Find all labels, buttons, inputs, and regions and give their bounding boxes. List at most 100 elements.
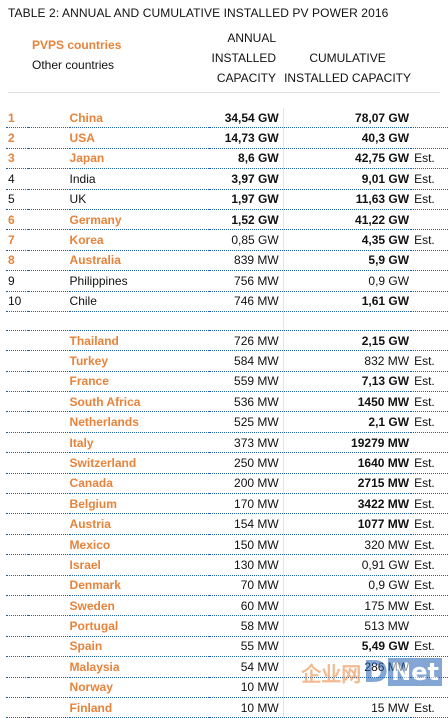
spacer-cell [69, 311, 209, 331]
cumulative-capacity-cell: 11,63 GW [283, 189, 412, 210]
gap-cell [27, 350, 70, 372]
annual-capacity-cell: 130 MW [208, 554, 284, 576]
table-row: Switzerland 250 MW 1640 MW Est. [6, 452, 448, 474]
estimate-flag-cell: Est. [411, 411, 448, 433]
estimate-flag-cell: Est. [411, 229, 448, 251]
annual-capacity-cell: 200 MW [208, 473, 284, 495]
table-row: Finland 10 MW 15 MW Est. [6, 697, 448, 718]
cumulative-capacity-cell: 19279 MW [283, 432, 412, 454]
cumulative-capacity-cell: 78,07 GW [283, 108, 412, 129]
gap-cell [27, 291, 70, 312]
country-cell: Norway [69, 677, 209, 698]
rank-cell [6, 534, 28, 556]
table-row: Portugal 58 MW 513 MW [6, 615, 448, 637]
table-row: Malaysia 54 MW 286 MW [6, 656, 448, 678]
country-cell: Israel [69, 554, 209, 576]
spacer-cell [283, 311, 412, 331]
cumulative-capacity-cell: 2,15 GW [283, 330, 412, 352]
rank-cell: 8 [6, 250, 28, 272]
rank-cell: 2 [6, 127, 28, 149]
table-row: Austria 154 MW 1077 MW Est. [6, 513, 448, 535]
country-cell: South Africa [69, 391, 209, 413]
annual-capacity-cell: 726 MW [208, 330, 284, 352]
table-row: Denmark 70 MW 0,9 GW Est. [6, 575, 448, 596]
watermark-cn-text: 企业网 [301, 661, 362, 686]
estimate-flag-cell: Est. [411, 513, 448, 535]
rank-cell: 7 [6, 229, 28, 251]
annual-capacity-cell: 0,85 GW [208, 229, 284, 251]
annual-capacity-cell: 58 MW [208, 615, 284, 637]
gap-cell [27, 432, 70, 454]
annual-capacity-cell: 559 MW [208, 371, 284, 393]
header-annual-line: CAPACITY [216, 71, 276, 85]
rank-cell [6, 452, 28, 474]
gap-cell [27, 270, 70, 292]
table-title: TABLE 2: ANNUAL AND CUMULATIVE INSTALLED… [8, 6, 389, 20]
estimate-flag-cell: Est. [411, 554, 448, 576]
cumulative-capacity-cell: 9,01 GW [283, 168, 412, 190]
table-row: 7 Korea 0,85 GW 4,35 GW Est. [6, 229, 448, 251]
gap-cell [27, 575, 70, 596]
gap-cell [27, 250, 70, 272]
estimate-flag-cell [411, 615, 448, 637]
watermark-net-text: Net [388, 658, 442, 686]
spacer-cell [411, 311, 448, 331]
rank-cell: 9 [6, 270, 28, 292]
cumulative-capacity-cell: 41,22 GW [283, 209, 412, 231]
cumulative-capacity-cell: 1077 MW [283, 513, 412, 535]
rank-cell [6, 473, 28, 495]
gap-cell [27, 189, 70, 210]
rank-cell [6, 595, 28, 617]
annual-capacity-cell: 1,97 GW [208, 189, 284, 210]
annual-capacity-cell: 34,54 GW [208, 108, 284, 129]
gap-cell [27, 209, 70, 231]
table-row: Netherlands 525 MW 2,1 GW Est. [6, 411, 448, 433]
legend-pvps-countries: PVPS countries [32, 38, 122, 52]
rank-cell [6, 493, 28, 515]
estimate-flag-cell [411, 250, 448, 272]
rank-cell [6, 636, 28, 658]
spacer-row [6, 311, 448, 331]
rank-cell: 6 [6, 209, 28, 231]
annual-capacity-cell: 756 MW [208, 270, 284, 292]
rank-cell [6, 350, 28, 372]
estimate-flag-cell: Est. [411, 452, 448, 474]
table-row: 1 China 34,54 GW 78,07 GW [6, 108, 448, 129]
gap-cell [27, 697, 70, 718]
rank-cell [6, 330, 28, 352]
country-cell: Australia [69, 250, 209, 272]
rank-cell: 1 [6, 108, 28, 129]
gap-cell [27, 595, 70, 617]
watermark-logo: 企业网 D Net [264, 654, 442, 690]
estimate-flag-cell [411, 432, 448, 454]
spacer-cell [27, 311, 70, 331]
country-cell: Thailand [69, 330, 209, 352]
annual-capacity-cell: 839 MW [208, 250, 284, 272]
annual-capacity-cell: 150 MW [208, 534, 284, 556]
header-annual-capacity: ANNUAL INSTALLED CAPACITY [212, 28, 276, 88]
annual-capacity-cell: 536 MW [208, 391, 284, 413]
estimate-flag-cell: Est. [411, 636, 448, 658]
rank-cell [6, 615, 28, 637]
estimate-flag-cell [411, 330, 448, 352]
rank-cell [6, 513, 28, 535]
gap-cell [27, 554, 70, 576]
annual-capacity-cell: 525 MW [208, 411, 284, 433]
estimate-flag-cell: Est. [411, 391, 448, 413]
annual-capacity-cell: 54 MW [208, 656, 284, 678]
country-cell: Netherlands [69, 411, 209, 433]
cumulative-capacity-cell: 320 MW [283, 534, 412, 556]
estimate-flag-cell: Est. [411, 148, 448, 170]
country-cell: Chile [69, 291, 209, 312]
cumulative-capacity-cell: 7,13 GW [283, 371, 412, 393]
country-cell: France [69, 371, 209, 393]
spacer-cell [208, 311, 284, 331]
table-row: 10 Chile 746 MW 1,61 GW [6, 291, 448, 312]
gap-cell [27, 513, 70, 535]
header-annual-line: INSTALLED [211, 51, 276, 65]
country-cell: Finland [69, 697, 209, 718]
estimate-flag-cell: Est. [411, 493, 448, 515]
estimate-flag-cell: Est. [411, 189, 448, 210]
country-cell: Belgium [69, 493, 209, 515]
annual-capacity-cell: 1,52 GW [208, 209, 284, 231]
